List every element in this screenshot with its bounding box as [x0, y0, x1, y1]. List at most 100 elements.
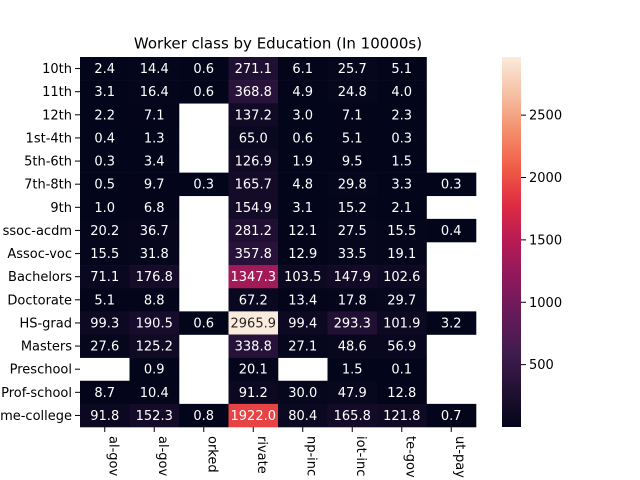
heatmap-cell — [129, 218, 180, 243]
heatmap-cell — [278, 380, 328, 405]
cell-value-label: 65.0 — [239, 131, 268, 146]
heatmap-cell — [377, 103, 427, 127]
heatmap-cell — [327, 403, 378, 428]
cell-value-label: 3.3 — [391, 178, 412, 193]
heatmap-cell — [327, 103, 378, 127]
cell-value-label: 3.0 — [292, 108, 313, 123]
heatmap-cell — [426, 403, 477, 428]
heatmap-cell — [179, 80, 229, 104]
cell-value-label: 4.0 — [391, 85, 412, 100]
cell-value-label: 30.0 — [288, 386, 317, 401]
heatmap-cell — [80, 172, 130, 197]
heatmap-cell — [377, 57, 427, 81]
heatmap-cell — [377, 149, 427, 173]
cell-value-label: 1.0 — [94, 201, 115, 216]
cell-value-label: 137.2 — [235, 108, 272, 123]
heatmap-cell — [228, 334, 279, 358]
cell-value-label: 1.5 — [342, 363, 363, 378]
heatmap-cell — [129, 403, 180, 428]
heatmap-cell — [228, 149, 279, 173]
cell-value-label: 2.1 — [391, 201, 412, 216]
x-tick-label: al-gov — [155, 436, 170, 476]
heatmap-cell — [228, 80, 279, 104]
heatmap-cell — [377, 126, 427, 150]
heatmap-cell — [129, 242, 180, 266]
cell-value-label: 9.5 — [342, 155, 363, 170]
heatmap-cell — [377, 288, 427, 312]
cell-value-label: 9.7 — [144, 178, 165, 193]
heatmap-cell — [129, 357, 180, 382]
colorbar-tick-label: 2500 — [529, 109, 562, 124]
heatmap-cell — [129, 334, 180, 358]
heatmap-cell — [228, 126, 279, 150]
cell-value-label: 19.1 — [387, 247, 416, 262]
heatmap-cell — [80, 103, 130, 127]
y-tick-label: Assoc-voc — [7, 247, 72, 262]
colorbar-tick-label: 500 — [529, 358, 554, 373]
heatmap-cell — [278, 80, 328, 104]
cell-value-label: 29.7 — [387, 293, 416, 308]
colorbar-tick-label: 1000 — [529, 296, 562, 311]
cell-value-label: 0.6 — [292, 131, 313, 146]
y-tick-label: 9th — [50, 201, 72, 216]
heatmap-cell — [377, 380, 427, 405]
cell-value-label: 4.8 — [292, 178, 313, 193]
heatmap-cell — [228, 288, 279, 312]
cell-value-label: 0.1 — [391, 363, 412, 378]
cell-value-label: 5.1 — [94, 293, 115, 308]
heatmap-cell — [377, 172, 427, 197]
heatmap-cell — [278, 288, 328, 312]
heatmap-cell — [327, 242, 378, 266]
cell-value-label: 0.6 — [193, 316, 214, 331]
heatmap-cell — [278, 242, 328, 266]
cell-value-label: 0.4 — [441, 224, 462, 239]
cell-value-label: 3.4 — [144, 155, 165, 170]
cell-value-label: 271.1 — [235, 62, 272, 77]
heatmap-cell — [129, 126, 180, 150]
cell-value-label: 14.4 — [140, 62, 169, 77]
cell-value-label: 29.8 — [338, 178, 367, 193]
cell-value-label: 154.9 — [235, 201, 272, 216]
x-tick-label: rivate — [254, 436, 269, 474]
heatmap-cell — [278, 126, 328, 150]
cell-value-label: 1922.0 — [231, 409, 277, 424]
cell-value-label: 7.1 — [342, 108, 363, 123]
x-tick-label: np-inc — [303, 436, 318, 476]
heatmap-cell — [228, 57, 279, 81]
cell-value-label: 20.2 — [90, 224, 119, 239]
heatmap-cell — [80, 126, 130, 150]
heatmap-cell — [278, 195, 328, 220]
heatmap-cell — [228, 195, 279, 220]
cell-value-label: 7.1 — [144, 108, 165, 123]
heatmap-cell — [377, 357, 427, 382]
cell-value-label: 47.9 — [338, 386, 367, 401]
cell-value-label: 2.3 — [391, 108, 412, 123]
cell-value-label: 5.1 — [342, 131, 363, 146]
x-tick-labels: al-gov al-gov orked rivate np-inc iot-inc te-g… — [104, 427, 467, 478]
cell-value-label: 357.8 — [235, 247, 272, 262]
heatmap-cell — [80, 149, 130, 173]
cell-value-label: 0.7 — [441, 409, 462, 424]
heatmap-cell — [80, 288, 130, 312]
heatmap-cell — [327, 218, 378, 243]
cell-value-label: 27.6 — [90, 340, 119, 355]
cell-value-label: 15.2 — [338, 201, 367, 216]
heatmap-cell — [179, 403, 229, 428]
heatmap-cell — [377, 403, 427, 428]
chart-title: Worker class by Education (In 10000s) — [134, 35, 422, 53]
heatmap-cell — [327, 172, 378, 197]
heatmap-cell — [278, 265, 328, 289]
y-tick-label: 10th — [42, 62, 72, 77]
heatmap-cell — [129, 195, 180, 220]
cell-value-label: 3.2 — [441, 316, 462, 331]
cell-value-label: 6.8 — [144, 201, 165, 216]
cell-value-label: 0.3 — [193, 178, 214, 193]
heatmap-cell — [377, 242, 427, 266]
cell-value-label: 1.9 — [292, 155, 313, 170]
heatmap-cell — [228, 265, 279, 289]
heatmap-cell — [129, 380, 180, 405]
cell-value-label: 165.8 — [334, 409, 371, 424]
cell-value-label: 17.8 — [338, 293, 367, 308]
heatmap-cell — [377, 195, 427, 220]
cell-value-label: 16.4 — [140, 85, 169, 100]
